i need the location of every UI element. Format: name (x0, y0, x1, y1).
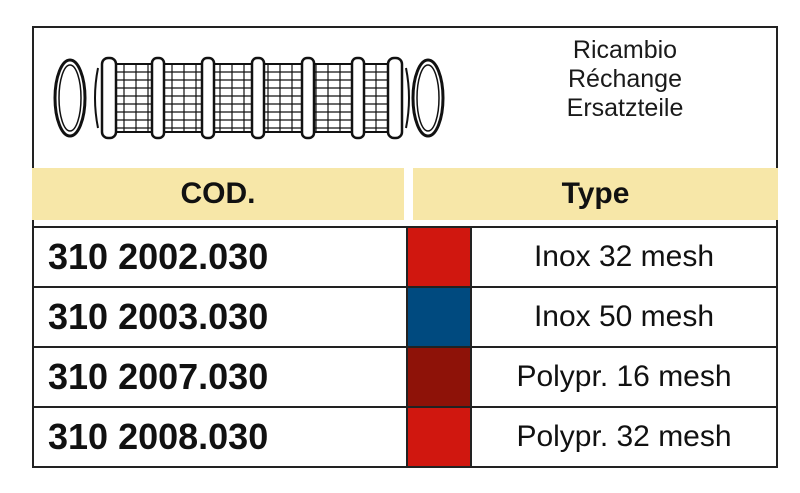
filter-cartridge-illustration (53, 56, 445, 140)
table-row: 310 2002.030 Inox 32 mesh (32, 226, 778, 288)
header-type: Type (413, 168, 778, 220)
part-code: 310 2002.030 (32, 226, 408, 288)
part-type: Polypr. 16 mesh (470, 346, 778, 408)
part-code: 310 2003.030 (32, 286, 408, 348)
caption-italian: Ricambio (572, 36, 678, 64)
o-ring-left-icon (53, 58, 87, 138)
filter-mesh-cylinder-icon (94, 56, 410, 140)
caption-french: Réchange (568, 65, 682, 93)
o-ring-right-icon (411, 58, 445, 138)
part-type: Inox 50 mesh (470, 286, 778, 348)
table-row: 310 2003.030 Inox 50 mesh (32, 286, 778, 348)
table-row: 310 2007.030 Polypr. 16 mesh (32, 346, 778, 408)
caption-german: Ersatzteile (566, 94, 684, 122)
color-swatch (408, 346, 470, 408)
part-type: Polypr. 32 mesh (470, 406, 778, 468)
color-swatch (408, 406, 470, 468)
spare-part-captions: Ricambio Réchange Ersatzteile (520, 36, 730, 123)
table-header: COD. Type (32, 168, 778, 220)
part-type: Inox 32 mesh (470, 226, 778, 288)
part-code: 310 2008.030 (32, 406, 408, 468)
table-row: 310 2008.030 Polypr. 32 mesh (32, 406, 778, 468)
color-swatch (408, 226, 470, 288)
color-swatch (408, 286, 470, 348)
header-cod: COD. (32, 168, 404, 220)
part-code: 310 2007.030 (32, 346, 408, 408)
